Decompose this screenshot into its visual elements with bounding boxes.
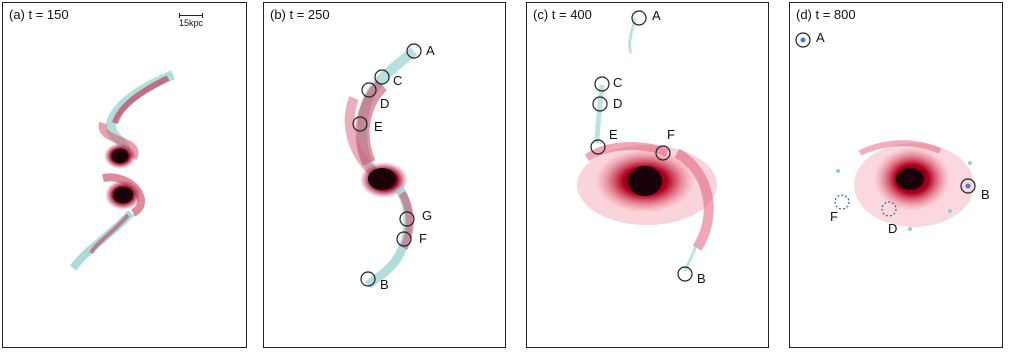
marker-label-f: F — [419, 231, 427, 246]
marker-label-e: E — [609, 127, 618, 142]
panel-d: (d) t = 800 A B F D — [789, 2, 1003, 348]
marker-label-f: F — [830, 209, 838, 224]
marker-label-e: E — [374, 119, 383, 134]
scale-bar: 15kpc — [171, 13, 211, 28]
panel-c-title: (c) t = 400 — [533, 7, 592, 22]
marker-label-a: A — [652, 8, 661, 23]
marker-label-d: D — [380, 96, 390, 111]
panel-a: (a) t = 150 15kpc — [2, 2, 247, 348]
scale-bar-label: 15kpc — [178, 18, 204, 28]
marker-label-a: A — [816, 30, 825, 45]
panel-d-image — [795, 32, 976, 231]
marker-label-b: B — [380, 277, 389, 292]
panel-d-title: (d) t = 800 — [796, 7, 856, 22]
marker-label-f: F — [667, 127, 675, 142]
panel-c: (c) t = 400 A C D E F B — [526, 2, 769, 348]
marker-label-g: G — [422, 208, 433, 223]
marker-label-d: D — [613, 96, 623, 111]
marker-label-c: C — [393, 73, 403, 88]
marker-label-c: C — [613, 75, 623, 90]
panel-b-image — [344, 43, 422, 289]
marker-label-b: B — [697, 271, 706, 286]
marker-label-a: A — [426, 43, 435, 58]
panel-b: (b) t = 250 A C D E G F B — [263, 2, 506, 348]
panel-c-image — [577, 10, 717, 282]
panel-a-title: (a) t = 150 — [9, 7, 69, 22]
scale-bar-line — [179, 13, 203, 18]
panel-b-title: (b) t = 250 — [270, 7, 330, 22]
marker-label-b: B — [981, 187, 990, 202]
panel-a-image — [69, 70, 175, 271]
marker-label-d: D — [888, 221, 898, 236]
